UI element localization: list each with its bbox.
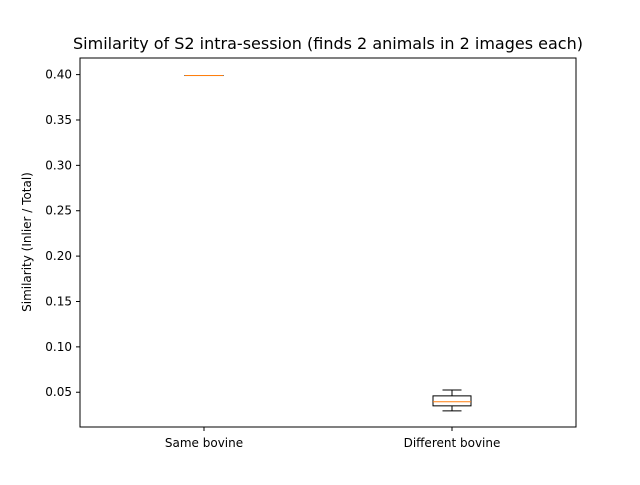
y-tick-label-6: 0.35	[45, 113, 72, 127]
y-tick-label-5: 0.30	[45, 158, 72, 172]
box-1	[433, 396, 471, 406]
plot-area: 0.05 0.10 0.15 0.20 0.25 0.30 0.35 0.40 Same bov…	[45, 58, 576, 450]
plot-frame	[80, 58, 576, 427]
y-tick-label-3: 0.20	[45, 249, 72, 263]
y-tick-label-4: 0.25	[45, 204, 72, 218]
chart-title: Similarity of S2 intra-session (finds 2 …	[73, 34, 583, 53]
x-tick-label-1: Different bovine	[404, 436, 501, 450]
y-tick-label-2: 0.15	[45, 294, 72, 308]
y-tick-label-7: 0.40	[45, 68, 72, 82]
y-tick-label-1: 0.10	[45, 340, 72, 354]
x-tick-label-0: Same bovine	[165, 436, 243, 450]
y-tick-label-0: 0.05	[45, 385, 72, 399]
y-axis-label: Similarity (Inlier / Total)	[20, 172, 34, 312]
